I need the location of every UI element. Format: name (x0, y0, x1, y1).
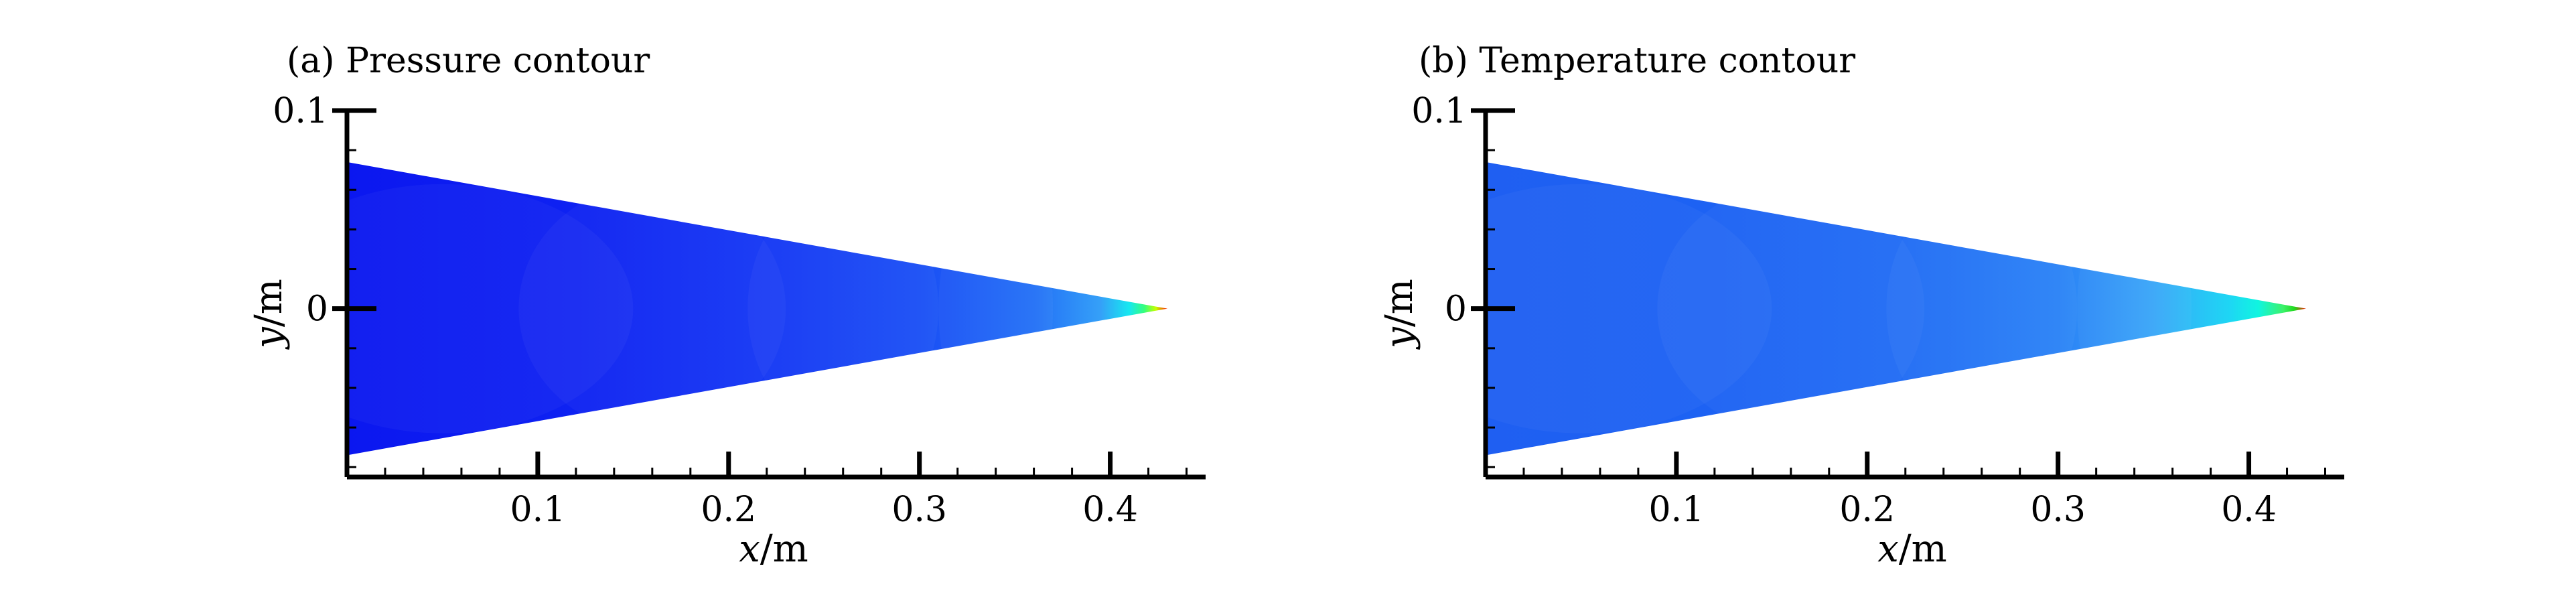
x-axis-label: x/m (1877, 527, 1947, 571)
x-tick-label: 0.4 (1082, 490, 1138, 530)
chart-title: (b) Temperature contour (1419, 41, 1855, 81)
shock-cell (938, 184, 1053, 433)
x-tick-label: 0.2 (1839, 490, 1895, 530)
plot-area: 0.1 0.2 0.3 0.4 0 0.1 (273, 91, 1206, 530)
x-axis-label: x/m (739, 527, 808, 571)
contour-field (1486, 161, 2307, 456)
x-tick-label: 0.2 (701, 490, 756, 530)
contour-field (347, 161, 1168, 456)
x-tick-label: 0.1 (1649, 490, 1705, 530)
x-tick-label: 0.4 (2221, 490, 2277, 530)
y-tick-label: 0 (1445, 289, 1467, 330)
chart-panel-pressure: (a) Pressure contour 0.1 0.2 0.3 0.4 0 0.1 x/… (247, 41, 1206, 571)
y-tick-label: 0.1 (1411, 91, 1467, 131)
chart-title: (a) Pressure contour (287, 41, 650, 81)
shock-cell (2077, 184, 2192, 433)
y-axis-label: y/m (247, 279, 291, 350)
shock-cell (518, 184, 786, 433)
shock-cell (747, 184, 938, 433)
plot-area: 0.1 0.2 0.3 0.4 0 0.1 (1411, 91, 2344, 530)
x-tick-label: 0.3 (891, 490, 947, 530)
shock-cell (1886, 184, 2077, 433)
y-axis-label: y/m (1378, 279, 1421, 350)
y-tick-label: 0 (306, 289, 328, 330)
x-tick-label: 0.3 (2030, 490, 2086, 530)
x-tick-label: 0.1 (510, 490, 566, 530)
y-tick-label: 0.1 (273, 91, 328, 131)
shock-cell (1657, 184, 1924, 433)
chart-panel-temperature: (b) Temperature contour 0.1 0.2 0.3 0.400.1… (1378, 41, 2344, 571)
